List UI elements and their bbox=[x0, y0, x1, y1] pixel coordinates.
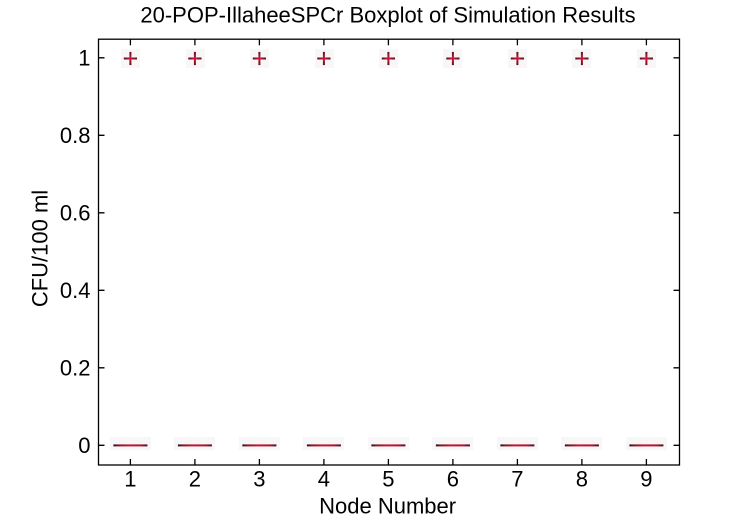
svg-text:3: 3 bbox=[253, 467, 265, 492]
svg-text:2: 2 bbox=[189, 467, 201, 492]
svg-text:8: 8 bbox=[576, 467, 588, 492]
svg-text:9: 9 bbox=[640, 467, 652, 492]
svg-text:0.2: 0.2 bbox=[60, 355, 91, 380]
svg-text:20-POP-IllaheeSPCr Boxplot of: 20-POP-IllaheeSPCr Boxplot of Simulation… bbox=[140, 3, 635, 28]
svg-text:0.8: 0.8 bbox=[60, 123, 91, 148]
svg-text:1: 1 bbox=[78, 45, 90, 70]
svg-text:CFU/100 ml: CFU/100 ml bbox=[28, 190, 53, 307]
svg-text:0.4: 0.4 bbox=[60, 278, 91, 303]
svg-text:0.6: 0.6 bbox=[60, 200, 91, 225]
svg-text:5: 5 bbox=[382, 467, 394, 492]
svg-text:6: 6 bbox=[447, 467, 459, 492]
svg-text:0: 0 bbox=[78, 433, 90, 458]
svg-text:7: 7 bbox=[511, 467, 523, 492]
svg-text:Node Number: Node Number bbox=[319, 494, 456, 519]
svg-text:4: 4 bbox=[318, 467, 330, 492]
svg-text:1: 1 bbox=[124, 467, 136, 492]
